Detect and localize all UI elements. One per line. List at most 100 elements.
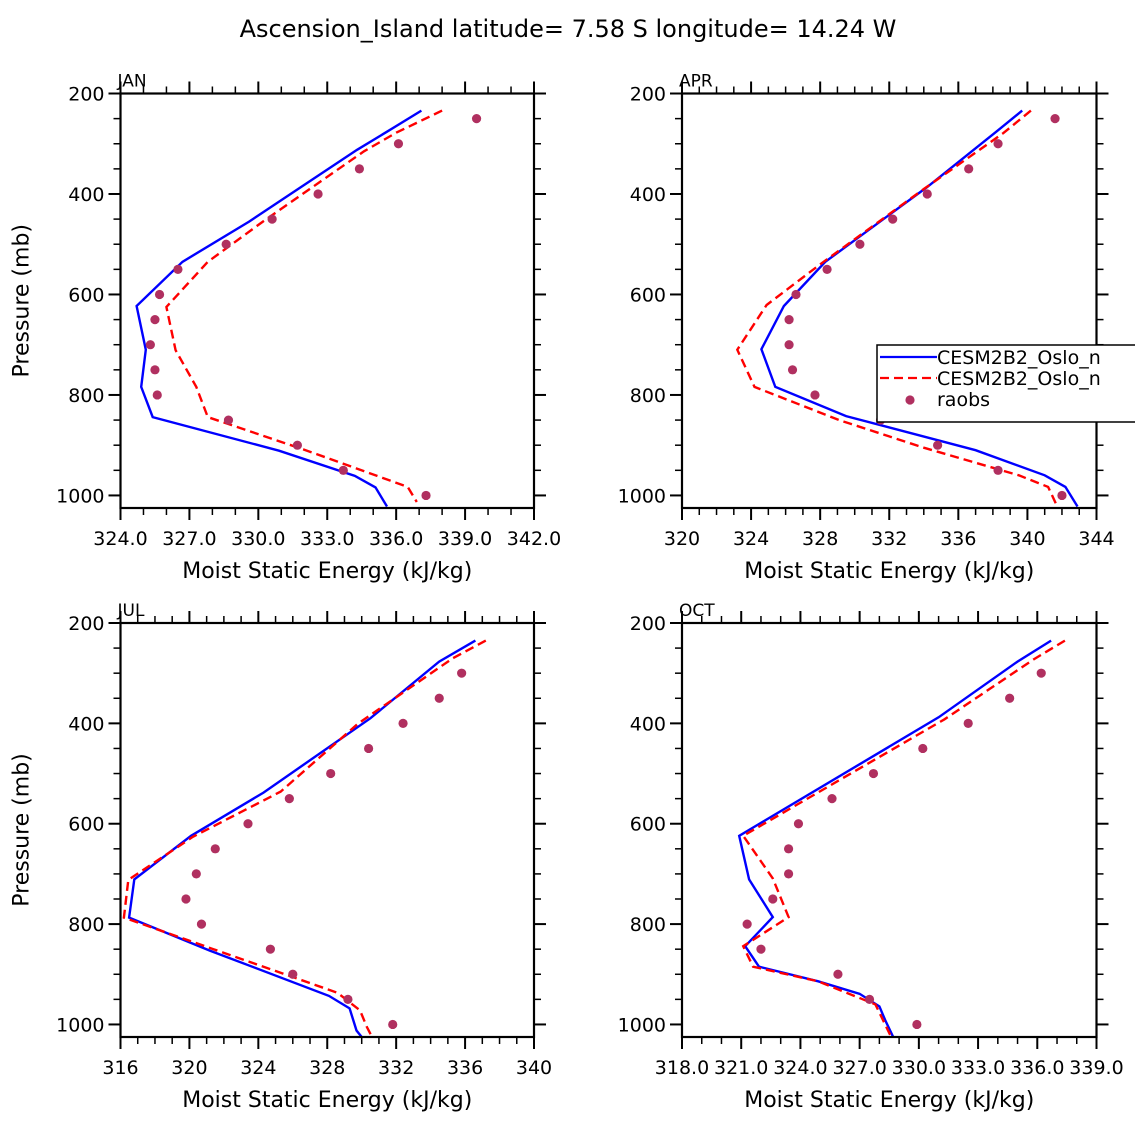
series-group <box>135 109 482 508</box>
raobs-point <box>471 114 482 124</box>
plot-frame <box>119 621 536 1039</box>
x-tick-label: 327.0 <box>162 528 216 550</box>
legend-label: raobs <box>937 389 990 411</box>
panel-title: JUL <box>117 601 145 621</box>
raobs-point <box>265 944 275 954</box>
raobs-point <box>963 718 973 728</box>
x-tick-label: 336.0 <box>1010 1057 1064 1079</box>
raobs-point <box>793 819 804 829</box>
model-dashed-line <box>122 639 487 1037</box>
model-solid-line <box>737 639 1052 1037</box>
raobs-point <box>284 794 294 804</box>
raobs-point <box>364 743 374 754</box>
raobs-point <box>918 743 928 754</box>
raobs-point <box>243 819 253 829</box>
x-tick-label: 320 <box>171 1057 207 1079</box>
y-tick-label: 800 <box>68 914 104 936</box>
raobs-point <box>791 289 801 300</box>
raobs-point <box>343 994 353 1004</box>
raobs-point <box>787 365 798 375</box>
raobs-point <box>1050 114 1060 124</box>
panel-apr: 200 400 600 800 1000 320 324 328 332 336 340 344 Moi… <box>618 72 1135 584</box>
legend-box <box>876 344 1135 423</box>
panel-jul: 200 400 600 800 1000 316 320 324 328 332 336 340 Moi… <box>10 601 553 1113</box>
raobs-point <box>221 239 231 249</box>
raobs-point <box>292 440 302 450</box>
model-dashed-line <box>741 639 1066 1037</box>
raobs-point <box>922 189 932 199</box>
raobs-point <box>398 718 408 728</box>
raobs-point <box>864 994 875 1004</box>
raobs-point <box>822 264 832 274</box>
panel-title: OCT <box>679 601 715 621</box>
x-tick-label: 324.0 <box>93 528 147 550</box>
series-group <box>737 639 1066 1037</box>
model-solid-line <box>135 109 423 508</box>
x-tick-label: 328 <box>309 1057 345 1079</box>
raobs-point <box>784 340 794 350</box>
raobs-point <box>833 969 843 979</box>
y-tick-label: 400 <box>630 184 666 206</box>
y-tick-label: 200 <box>630 84 666 106</box>
figure-title: Ascension_Island latitude= 7.58 S longit… <box>240 15 897 43</box>
raobs-point <box>196 919 207 929</box>
raobs-point <box>154 289 165 300</box>
plot-frame <box>119 92 536 510</box>
x-tick-label: 324 <box>733 528 769 550</box>
y-tick-label: 1000 <box>56 485 104 507</box>
y-tick-label: 200 <box>68 613 104 635</box>
x-tick-label: 316 <box>102 1057 138 1079</box>
x-tick-label: 336 <box>940 528 976 550</box>
raobs-point <box>173 264 183 274</box>
raobs-point <box>388 1019 398 1030</box>
raobs-point <box>810 390 820 400</box>
x-tick-label: 330.0 <box>231 528 285 550</box>
raobs-point <box>855 239 865 249</box>
x-axis-label: Moist Static Energy (kJ/kg) <box>744 1088 1034 1113</box>
raobs-point <box>210 844 220 854</box>
x-tick-label: 320 <box>664 528 700 550</box>
x-tick-label: 328 <box>802 528 838 550</box>
x-tick-label: 336.0 <box>369 528 423 550</box>
x-tick-label: 330.0 <box>892 1057 946 1079</box>
raobs-point <box>152 390 162 400</box>
raobs-point <box>756 944 766 954</box>
panel-jan: 200 400 600 800 1000 324.0 327.0 330.0 333.0 336.… <box>10 72 562 585</box>
y-tick-label: 800 <box>630 914 666 936</box>
raobs-point <box>784 314 794 325</box>
raobs-point <box>145 340 155 350</box>
x-tick-label: 333.0 <box>300 528 354 550</box>
x-axis-label: Moist Static Energy (kJ/kg) <box>182 559 472 584</box>
legend-label: CESM2B2_Oslo_n <box>937 347 1101 369</box>
y-tick-label: 1000 <box>618 1014 666 1036</box>
model-solid-line <box>127 639 477 1037</box>
y-tick-label: 400 <box>68 184 104 206</box>
x-tick-label: 344 <box>1078 528 1114 550</box>
y-tick-label: 200 <box>68 84 104 106</box>
x-tick-label: 333.0 <box>951 1057 1005 1079</box>
y-tick-label: 800 <box>630 385 666 407</box>
raobs-point <box>827 794 837 804</box>
x-tick-label: 324 <box>240 1057 276 1079</box>
x-tick-label: 336 <box>447 1057 483 1079</box>
x-tick-label: 332 <box>871 528 907 550</box>
y-tick-label: 400 <box>630 713 666 735</box>
y-tick-label: 1000 <box>56 1014 104 1036</box>
x-tick-label: 340 <box>1009 528 1045 550</box>
x-axis-label: Moist Static Energy (kJ/kg) <box>744 559 1034 584</box>
x-tick-label: 318.0 <box>655 1057 709 1079</box>
raobs-point <box>338 465 348 475</box>
x-tick-label: 339.0 <box>1069 1057 1123 1079</box>
raobs-point <box>150 365 160 375</box>
model-solid-line <box>760 109 1079 508</box>
raobs-point <box>421 490 431 501</box>
raobs-point <box>888 214 898 224</box>
x-tick-label: 332 <box>378 1057 414 1079</box>
raobs-point <box>181 894 191 904</box>
legend-label: CESM2B2_Oslo_n <box>937 368 1101 390</box>
raobs-point <box>393 139 404 149</box>
x-tick-label: 321.0 <box>714 1057 768 1079</box>
y-tick-label: 800 <box>68 385 104 407</box>
raobs-point <box>783 869 794 879</box>
